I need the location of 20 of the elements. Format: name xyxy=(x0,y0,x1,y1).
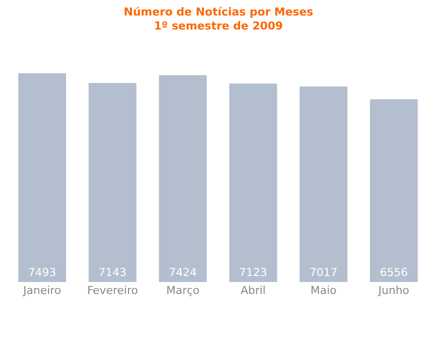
x-tick-label: Abril xyxy=(240,284,266,297)
chart-title: Número de Notícias por Meses xyxy=(124,5,314,18)
x-tick-label: Janeiro xyxy=(22,284,62,297)
chart-subtitle: 1º semestre de 2009 xyxy=(154,20,283,33)
bar xyxy=(158,75,207,282)
bar xyxy=(88,82,136,282)
data-label: 7493 xyxy=(28,266,56,279)
bar xyxy=(370,99,418,282)
x-tick-label: Maio xyxy=(310,284,337,297)
data-label: 7424 xyxy=(168,266,197,279)
data-label: 7123 xyxy=(239,266,268,279)
x-tick-label: Junho xyxy=(377,284,410,297)
bar xyxy=(229,84,278,282)
bar xyxy=(18,73,66,282)
data-label: 6556 xyxy=(380,266,408,279)
x-tick-label: Fevereiro xyxy=(87,284,138,297)
x-tick-label: Março xyxy=(166,284,200,297)
bar xyxy=(300,86,348,282)
data-label: 7017 xyxy=(310,266,338,279)
data-label: 7143 xyxy=(98,266,126,279)
